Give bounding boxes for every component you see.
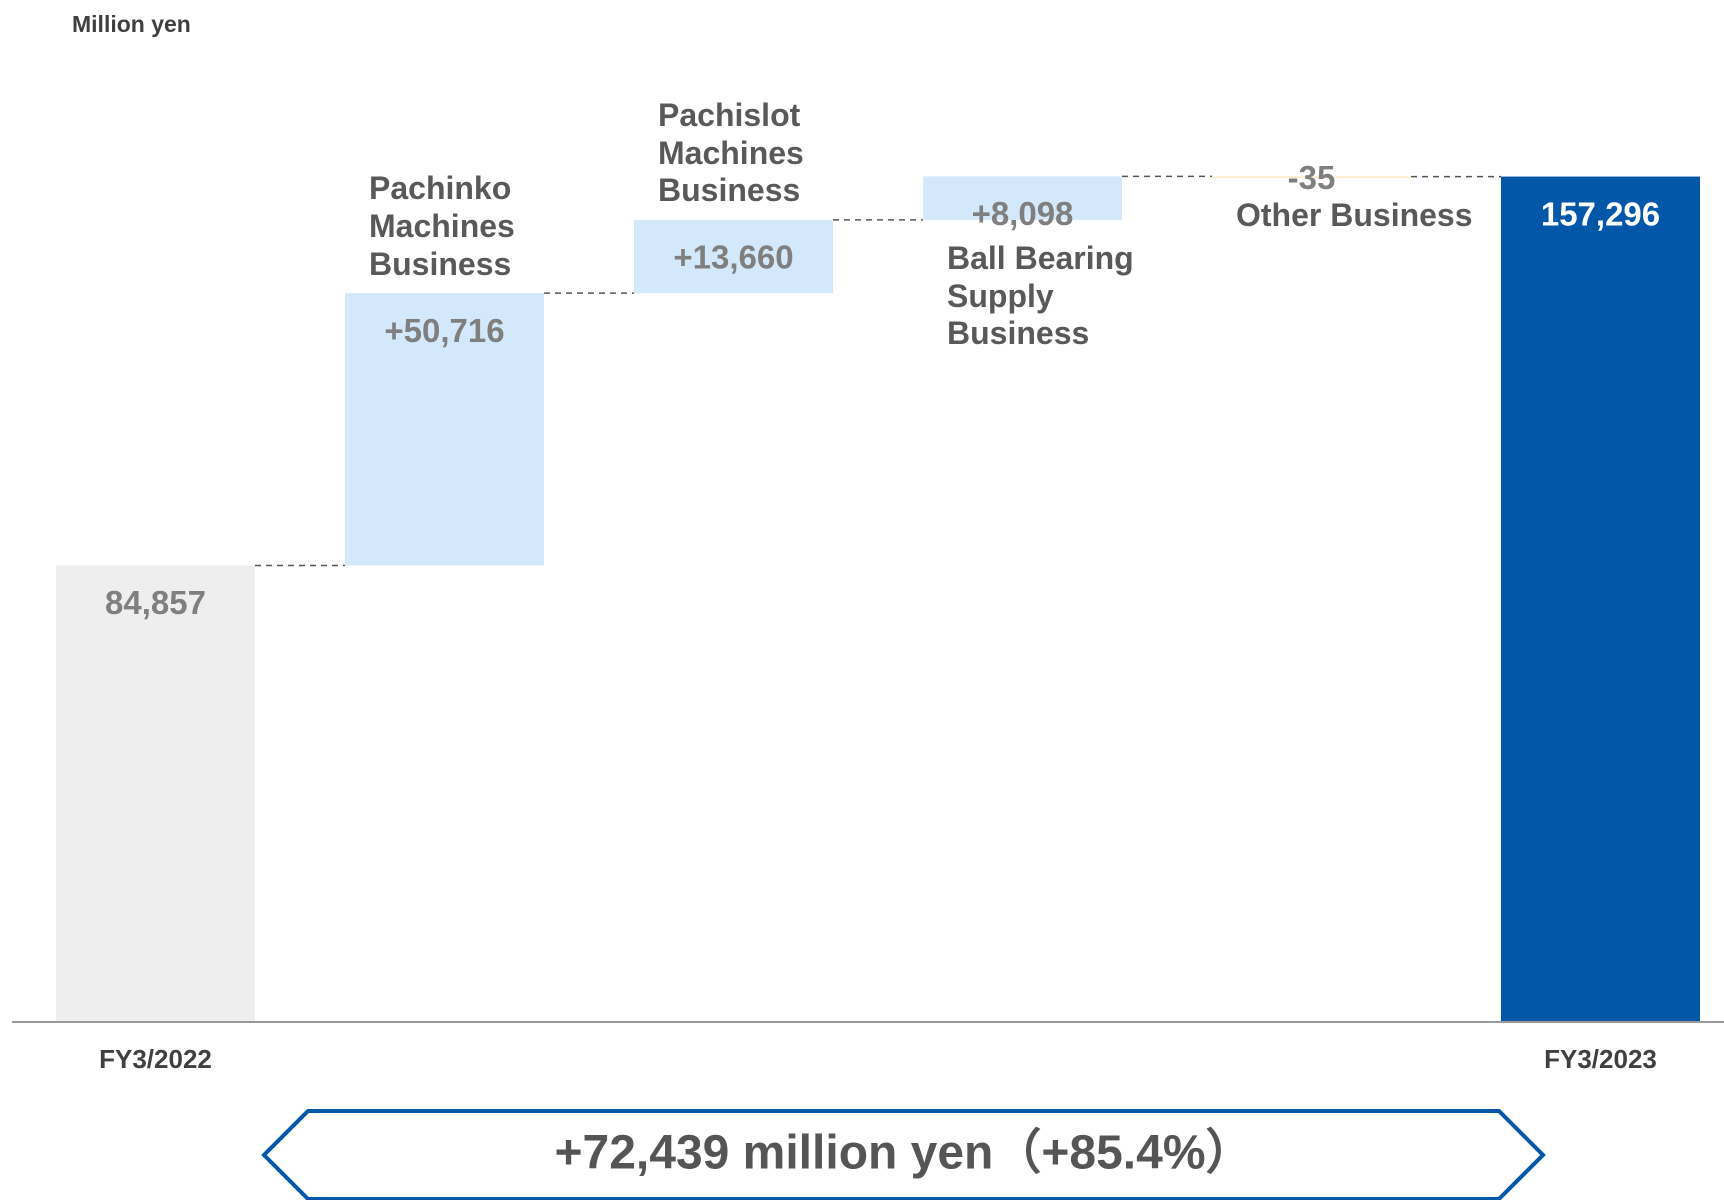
summary-text: +72,439 million yen（+85.4%） (554, 1127, 1253, 1180)
bar (345, 293, 544, 566)
x-tick-label: FY3/2022 (99, 1044, 212, 1074)
value-label: 157,296 (1541, 195, 1660, 232)
axis-label: Million yen (72, 11, 191, 37)
value-label: 84,857 (105, 584, 206, 621)
bar (923, 176, 1122, 220)
summary-box (261, 1109, 1546, 1200)
value-label: -35 (1288, 159, 1336, 196)
bar (634, 219, 833, 294)
bar (1501, 176, 1700, 1021)
category-label: Other Business (1236, 196, 1473, 233)
category-label: Ball Bearing Supply Business (947, 239, 1134, 352)
bar (56, 565, 255, 1021)
value-label: +8,098 (972, 195, 1074, 232)
value-label: +50,716 (384, 312, 504, 349)
bar (1212, 176, 1411, 178)
x-tick-label: FY3/2023 (1544, 1044, 1657, 1074)
value-label: +13,660 (673, 239, 793, 276)
category-label: Pachinko Machines Business (369, 170, 515, 282)
category-label: Pachislot Machines Business (658, 96, 804, 209)
